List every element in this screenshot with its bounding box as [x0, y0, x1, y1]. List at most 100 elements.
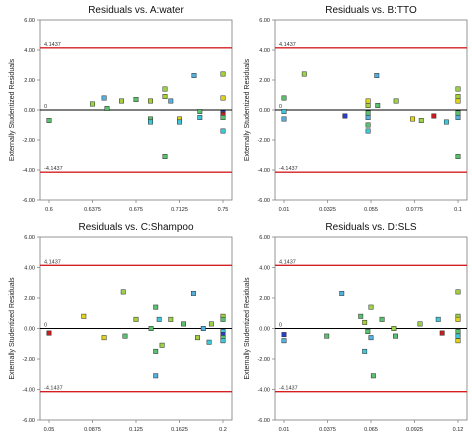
data-point [148, 98, 153, 104]
x-tick-label: 0.1 [454, 207, 462, 213]
data-point [200, 326, 206, 331]
x-tick-label: 0.7125 [171, 207, 188, 213]
data-point [393, 98, 399, 104]
x-tick-label: 0.6 [45, 207, 53, 213]
data-point [281, 109, 287, 114]
upper-limit-label: 4.1437 [44, 42, 61, 48]
y-tick-label: -6.00 [257, 418, 270, 424]
data-point [120, 289, 126, 295]
data-point [104, 106, 110, 111]
data-point [324, 333, 330, 339]
data-point [190, 290, 196, 296]
x-tick-label: 0.125 [129, 427, 143, 433]
data-point [153, 373, 159, 379]
data-point [220, 338, 226, 344]
data-point [90, 101, 95, 107]
data-point [365, 122, 371, 128]
chart-panel-4: Residuals vs. D:SLS Externally Studentize… [244, 222, 468, 433]
data-point [119, 98, 124, 104]
data-point [101, 95, 107, 101]
data-point [368, 304, 374, 310]
y-tick-label: 6.00 [259, 235, 270, 241]
data-point [81, 313, 87, 319]
upper-limit-label: 4.1437 [279, 259, 296, 265]
data-point [197, 109, 203, 114]
data-point [379, 316, 385, 322]
data-point [365, 98, 371, 104]
data-point [148, 326, 154, 331]
x-tick-label: 0.0925 [406, 427, 423, 433]
y-tick-label: 4.00 [24, 48, 35, 54]
data-point [455, 289, 461, 295]
data-point [206, 339, 212, 345]
x-tick-label: 0.055 [364, 207, 378, 213]
data-point [342, 113, 348, 119]
x-tick-label: 0.0375 [319, 427, 336, 433]
data-point [191, 73, 197, 78]
y-tick-label: 4.00 [259, 48, 270, 54]
y-tick-label: 4.00 [24, 266, 35, 272]
y-tick-label: -4.00 [257, 168, 270, 174]
data-point [365, 329, 371, 335]
data-point [431, 113, 437, 119]
y-tick-label: 0.00 [259, 327, 270, 333]
data-point [393, 333, 398, 339]
data-point [301, 71, 307, 77]
data-point [153, 348, 159, 354]
data-point [374, 73, 380, 78]
y-tick-label: -2.00 [22, 357, 35, 363]
data-point [195, 335, 200, 341]
x-tick-label: 0.065 [364, 427, 378, 433]
data-point [156, 316, 162, 322]
y-tick-label: -6.00 [22, 418, 35, 424]
x-tick-label: 0.12 [453, 427, 464, 433]
x-tick-label: 0.0775 [406, 207, 423, 213]
data-point [417, 321, 423, 327]
y-tick-label: 2.00 [259, 78, 270, 84]
data-point [358, 313, 364, 319]
data-point [439, 330, 445, 336]
data-point [365, 128, 371, 134]
data-point [148, 119, 153, 125]
chart-panel-1: Residuals vs. A:water Externally Studenti… [9, 5, 233, 213]
data-point [455, 154, 461, 159]
data-point [455, 110, 461, 116]
y-axis-label: Externally Studentized Residuals [9, 277, 16, 380]
data-point [101, 335, 107, 341]
x-tick-label: 0.75 [218, 207, 229, 213]
data-point [168, 316, 174, 322]
y-tick-label: 6.00 [24, 235, 35, 241]
y-tick-label: 2.00 [259, 296, 270, 302]
data-point [362, 319, 368, 325]
data-point [181, 321, 187, 327]
data-point [455, 98, 461, 104]
chart-title: Residuals vs. B:TTO [325, 5, 417, 16]
x-tick-label: 0.1625 [171, 427, 188, 433]
data-point [375, 103, 381, 108]
x-tick-label: 0.01 [279, 207, 290, 213]
zero-line-label: 0 [44, 104, 47, 110]
y-axis-label: Externally Studentized Residuals [244, 277, 251, 380]
data-point [455, 329, 461, 335]
chart-title: Residuals vs. C:Shampoo [78, 222, 193, 233]
data-point [443, 119, 449, 125]
data-point [133, 97, 139, 102]
data-point [339, 290, 345, 296]
data-point [46, 118, 52, 123]
y-tick-label: -2.00 [257, 138, 270, 144]
data-point [208, 321, 214, 327]
data-point [281, 95, 287, 101]
data-point [197, 115, 203, 120]
data-point [281, 116, 287, 122]
data-point [220, 115, 226, 120]
y-tick-label: -4.00 [22, 168, 35, 174]
x-tick-label: 0.01 [279, 427, 290, 433]
data-point [362, 348, 368, 354]
lower-limit-label: -4.1437 [279, 166, 298, 172]
y-tick-label: 0.00 [24, 108, 35, 114]
chart-title: Residuals vs. A:water [88, 5, 184, 16]
data-point [365, 103, 371, 108]
y-tick-label: -6.00 [22, 198, 35, 204]
x-tick-label: 0.6375 [84, 207, 101, 213]
data-point [410, 116, 416, 122]
